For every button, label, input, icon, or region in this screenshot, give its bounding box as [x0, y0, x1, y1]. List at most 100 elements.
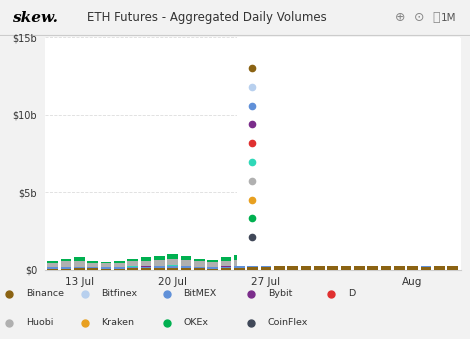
Bar: [180, 260, 191, 266]
Bar: [127, 261, 138, 266]
Bar: [314, 255, 325, 257]
Bar: [287, 220, 298, 239]
Bar: [167, 266, 178, 268]
Bar: [434, 265, 445, 270]
Bar: [154, 268, 164, 270]
Text: $1.4b: $1.4b: [431, 176, 458, 185]
Bar: [367, 261, 378, 270]
Bar: [434, 261, 445, 265]
Text: BitMEX: BitMEX: [183, 290, 217, 298]
Bar: [381, 260, 391, 270]
Bar: [301, 210, 311, 236]
Bar: [407, 259, 418, 263]
Text: $572k: $572k: [428, 233, 458, 242]
Text: $85m: $85m: [431, 158, 458, 166]
Text: D: D: [348, 290, 355, 298]
Bar: [434, 259, 445, 260]
Bar: [301, 256, 311, 257]
Bar: [141, 266, 151, 268]
Bar: [220, 257, 231, 261]
Text: Binance: Binance: [26, 290, 64, 298]
Bar: [180, 256, 191, 260]
Text: $515m: $515m: [425, 101, 458, 110]
Bar: [274, 245, 285, 260]
Text: Huobi:: Huobi:: [267, 176, 296, 185]
Text: OKEx:: OKEx:: [267, 214, 294, 223]
Bar: [261, 262, 271, 263]
Bar: [47, 263, 58, 267]
Text: $9.6m: $9.6m: [428, 195, 458, 204]
Bar: [367, 228, 378, 248]
Bar: [234, 266, 244, 268]
Bar: [141, 268, 151, 270]
Bar: [434, 237, 445, 247]
Text: $169m: $169m: [425, 120, 458, 129]
Bar: [354, 250, 365, 251]
Bar: [261, 266, 271, 270]
Bar: [354, 261, 365, 270]
Bar: [314, 201, 325, 234]
Bar: [167, 259, 178, 265]
Bar: [180, 266, 191, 268]
Bar: [234, 255, 244, 260]
Bar: [341, 262, 351, 270]
Bar: [74, 261, 85, 266]
Bar: [394, 250, 405, 251]
Bar: [207, 267, 218, 268]
Bar: [74, 267, 85, 268]
Bar: [447, 266, 458, 270]
Bar: [421, 247, 431, 254]
Bar: [381, 252, 391, 260]
Bar: [421, 263, 431, 266]
Bar: [327, 192, 338, 232]
Bar: [87, 268, 98, 270]
Bar: [74, 257, 85, 261]
Bar: [207, 262, 218, 267]
Bar: [421, 262, 431, 263]
Bar: [274, 261, 285, 266]
Bar: [274, 260, 285, 261]
Bar: [314, 234, 325, 254]
Bar: [127, 259, 138, 261]
Text: BitMEX:: BitMEX:: [267, 101, 301, 110]
Text: $45m: $45m: [431, 139, 458, 148]
Bar: [367, 54, 378, 228]
Bar: [101, 268, 111, 270]
Bar: [394, 229, 405, 250]
Text: Monday, Aug 10, 2020: Monday, Aug 10, 2020: [253, 47, 372, 57]
Text: FTX:: FTX:: [267, 158, 287, 166]
Bar: [127, 268, 138, 270]
Bar: [247, 246, 258, 255]
Bar: [101, 262, 111, 263]
Bar: [207, 268, 218, 270]
Bar: [287, 259, 298, 265]
Bar: [407, 244, 418, 257]
Bar: [394, 254, 405, 261]
Bar: [194, 261, 204, 266]
Bar: [194, 268, 204, 270]
Bar: [367, 248, 378, 250]
FancyBboxPatch shape: [233, 35, 463, 271]
Bar: [394, 261, 405, 270]
Bar: [114, 267, 125, 269]
Bar: [114, 269, 125, 270]
Bar: [61, 261, 71, 266]
Text: OKEx: OKEx: [183, 318, 208, 327]
Bar: [234, 260, 244, 266]
Bar: [367, 253, 378, 261]
Bar: [114, 261, 125, 263]
Bar: [101, 263, 111, 267]
Bar: [301, 257, 311, 258]
Bar: [287, 258, 298, 259]
Bar: [301, 258, 311, 264]
Text: CoinFlex:: CoinFlex:: [267, 233, 308, 242]
Bar: [74, 268, 85, 270]
Bar: [341, 251, 351, 252]
Bar: [354, 230, 365, 250]
Bar: [341, 178, 351, 231]
Bar: [194, 259, 204, 261]
Bar: [247, 267, 258, 270]
Bar: [434, 260, 445, 261]
Text: ⏱: ⏱: [432, 11, 440, 24]
Bar: [194, 267, 204, 268]
